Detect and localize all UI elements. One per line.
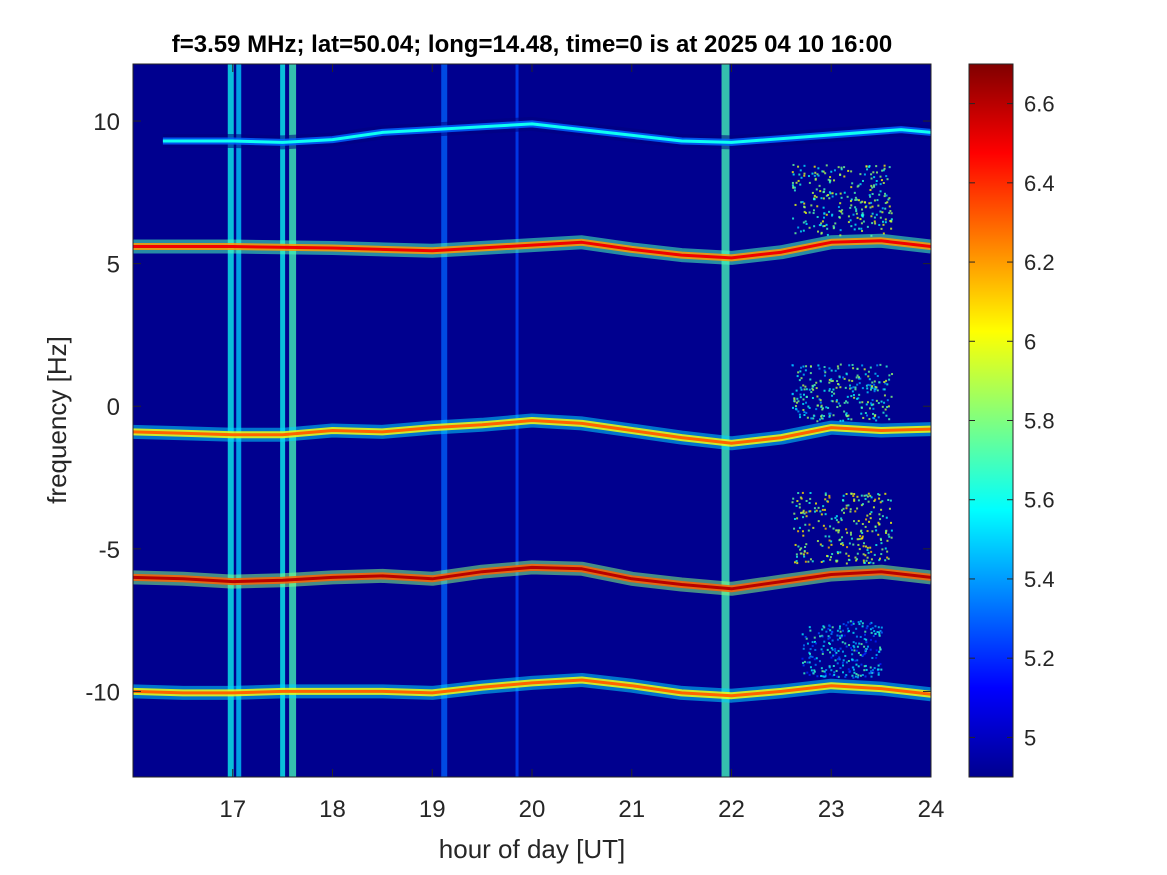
trace-core [133,678,931,698]
colorbar-tick-label: 5.8 [1024,409,1055,434]
interference-band [236,64,242,777]
y-axis-label: frequency [Hz] [42,336,72,504]
colorbar-ticks: 6.6 6.4 6.2 6 5.8 5.6 5.4 5.2 5 [969,92,1055,750]
colorbar-tick-label: 5 [1024,725,1036,750]
trace-core [162,122,931,144]
y-tick-label: 0 [107,394,120,421]
x-tick-label: 23 [818,796,845,823]
x-tick-label: 19 [419,796,446,823]
x-axis-ticks: 17 18 19 20 21 22 23 24 [219,64,944,823]
colorbar-tick-label: 6.2 [1024,250,1055,275]
diffuse-region [791,163,893,237]
colorbar-tick-label: 5.4 [1024,567,1055,592]
interference-band [227,64,234,777]
trace-core [133,419,931,445]
colorbar-tick-label: 6.6 [1024,92,1055,117]
interference-band [289,64,297,777]
y-axis-ticks: 10 5 0 -5 -10 [85,109,931,706]
interference-band [280,64,286,777]
trace-core [133,565,931,591]
y-tick-label: 10 [93,109,120,136]
colorbar: 6.6 6.4 6.2 6 5.8 5.6 5.4 5.2 5 [968,63,1055,778]
x-tick-label: 18 [319,796,346,823]
x-tick-label: 20 [519,796,546,823]
y-tick-label: -5 [99,537,120,564]
diffuse-region [801,620,883,679]
colorbar-gradient [968,63,1014,778]
heatmap-layer [133,64,931,777]
colorbar-tick-label: 6.4 [1024,171,1055,196]
colorbar-tick-label: 6 [1024,329,1036,354]
x-tick-label: 24 [918,796,945,823]
chart-title: f=3.59 MHz; lat=50.04; long=14.48, time=… [172,31,892,58]
x-tick-label: 22 [718,796,745,823]
trace-core [133,239,931,260]
interference-band [721,64,730,777]
x-tick-label: 17 [219,796,246,823]
colorbar-tick-label: 5.2 [1024,646,1055,671]
x-axis-label: hour of day [UT] [439,834,625,864]
colorbar-tick-label: 5.6 [1024,488,1055,513]
y-tick-label: 5 [107,252,120,279]
diffuse-region [791,363,894,423]
y-tick-label: -10 [85,679,120,706]
plot-area [132,63,932,778]
diffuse-region [791,491,893,565]
x-tick-label: 21 [618,796,645,823]
